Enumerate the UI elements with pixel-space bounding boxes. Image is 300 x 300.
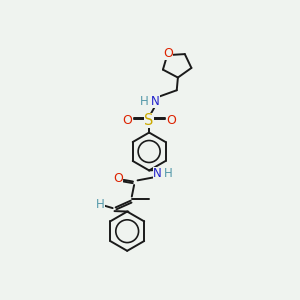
Text: O: O: [166, 114, 176, 127]
Text: S: S: [144, 113, 154, 128]
Text: O: O: [122, 114, 132, 127]
Text: O: O: [113, 172, 123, 184]
Text: H: H: [96, 198, 105, 211]
Text: H: H: [140, 95, 149, 108]
Text: N: N: [153, 167, 162, 180]
Text: N: N: [151, 95, 160, 108]
Text: H: H: [164, 167, 173, 180]
Text: O: O: [164, 47, 173, 61]
